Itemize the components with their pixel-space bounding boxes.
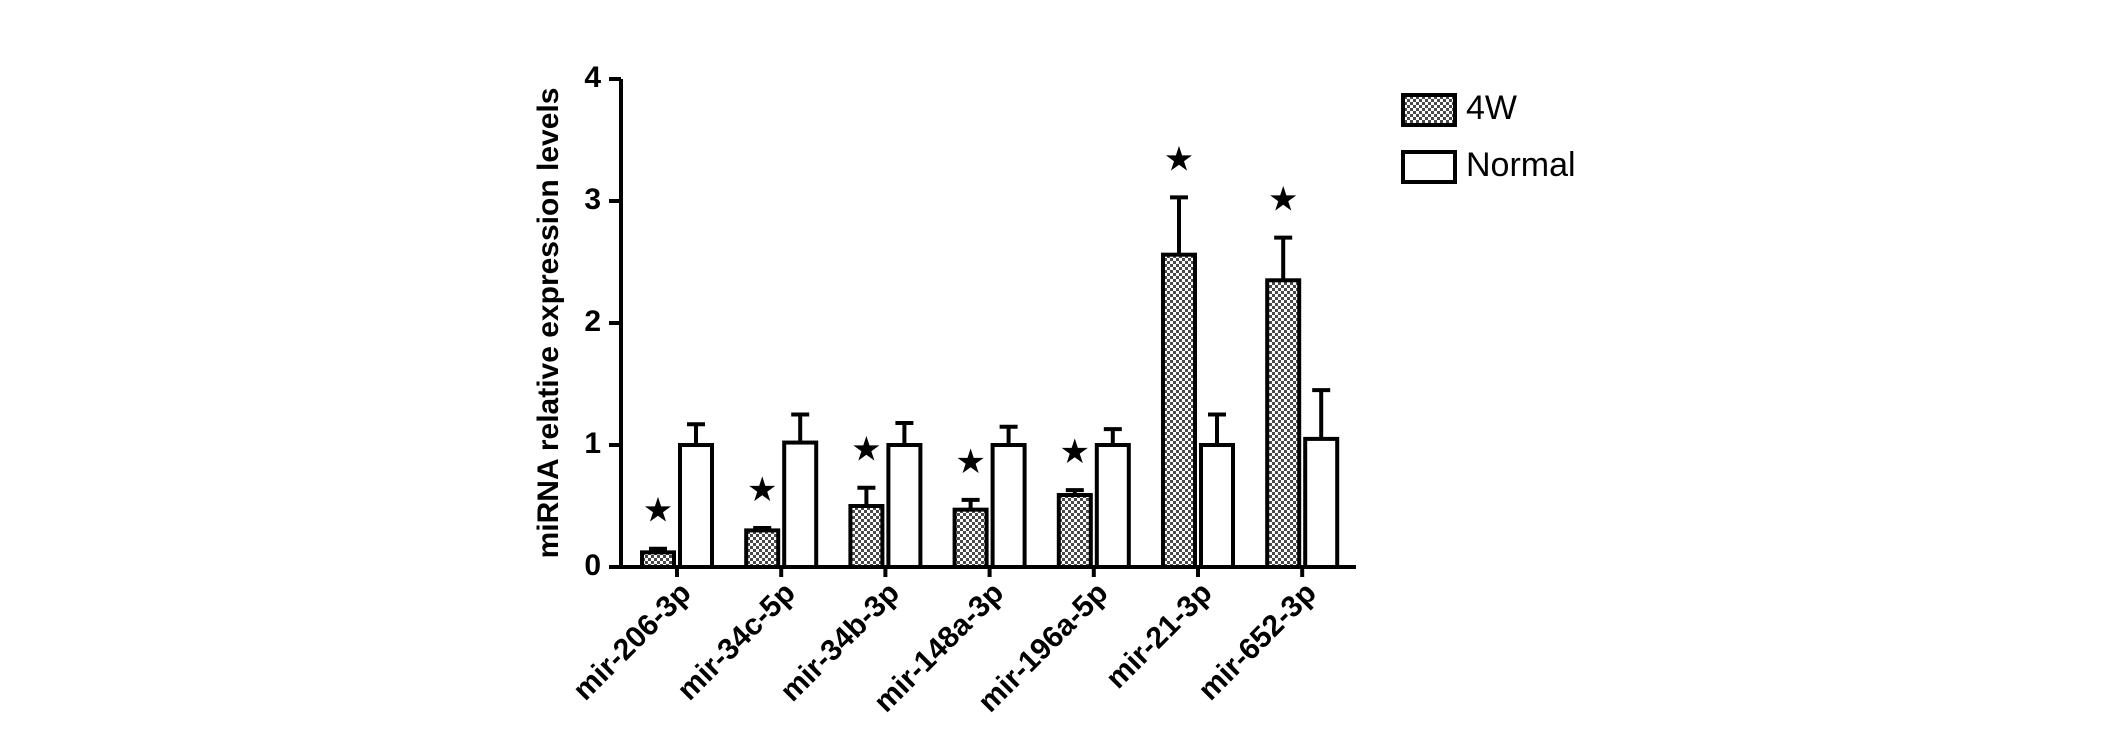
bar [744, 528, 781, 570]
significance-marker: ★ [747, 471, 777, 509]
bar [1265, 278, 1302, 569]
legend-label: Normal [1466, 146, 1576, 184]
significance-marker: ★ [1060, 433, 1090, 471]
significance-marker: ★ [851, 431, 881, 469]
y-tick-label: 1 [584, 427, 601, 460]
bar [782, 440, 819, 569]
significance-marker: ★ [1164, 140, 1194, 178]
bar [848, 504, 885, 569]
bar [640, 550, 676, 569]
bar [1161, 252, 1197, 569]
y-axis-label: miRNA relative expression levels [532, 88, 565, 559]
bar [1094, 443, 1131, 569]
significance-marker: ★ [643, 492, 673, 530]
legend-label: 4W [1466, 89, 1517, 127]
y-tick-label: 0 [584, 549, 601, 582]
y-tick-label: 3 [584, 183, 601, 216]
bar [1303, 436, 1340, 569]
significance-marker: ★ [1268, 181, 1298, 219]
y-tick-label: 4 [584, 61, 601, 94]
bar [678, 443, 714, 569]
bar [886, 443, 923, 569]
legend-swatch [1401, 150, 1457, 184]
y-tick-label: 2 [584, 305, 601, 338]
bar [952, 507, 989, 570]
legend-swatch [1401, 93, 1457, 127]
bar [990, 443, 1027, 569]
bar [1199, 443, 1235, 569]
significance-marker: ★ [955, 443, 985, 481]
bar [1056, 493, 1093, 569]
